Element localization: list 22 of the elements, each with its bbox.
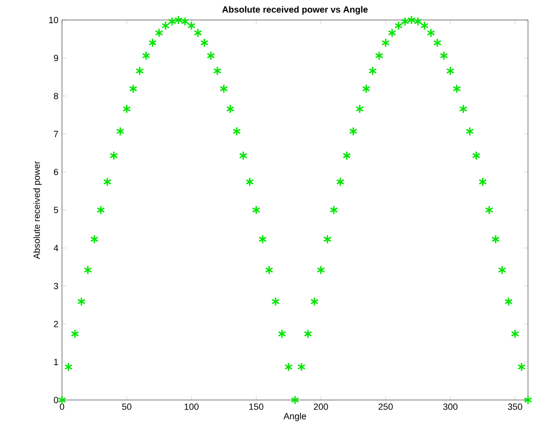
x-tick-label: 250 — [378, 404, 393, 410]
y-tick-label: 0 — [54, 396, 58, 404]
x-tick-label: 350 — [508, 404, 522, 410]
y-tick-label: 8 — [54, 92, 58, 100]
x-tick-label: 200 — [314, 404, 328, 410]
y-tick-label: 5 — [54, 206, 58, 214]
y-tick-label: 2 — [54, 320, 58, 328]
y-axis-title: Absolute received power — [33, 161, 42, 260]
x-tick-label: 100 — [184, 404, 199, 410]
x-tick-label: 300 — [443, 404, 458, 410]
y-tick-label: 9 — [54, 54, 58, 62]
chart-title: Absolute received power vs Angle — [222, 6, 368, 14]
x-tick-label: 50 — [122, 404, 132, 410]
y-tick-label: 6 — [54, 168, 58, 176]
y-tick-label: 3 — [54, 282, 58, 290]
y-tick-label: 1 — [54, 358, 58, 366]
x-tick-label: 0 — [60, 404, 64, 410]
x-axis-title: Angle — [284, 412, 306, 422]
y-tick-label: 10 — [49, 16, 58, 24]
y-tick-label: 7 — [54, 130, 58, 138]
y-tick-label: 4 — [54, 244, 58, 252]
x-tick-label: 150 — [249, 404, 264, 410]
